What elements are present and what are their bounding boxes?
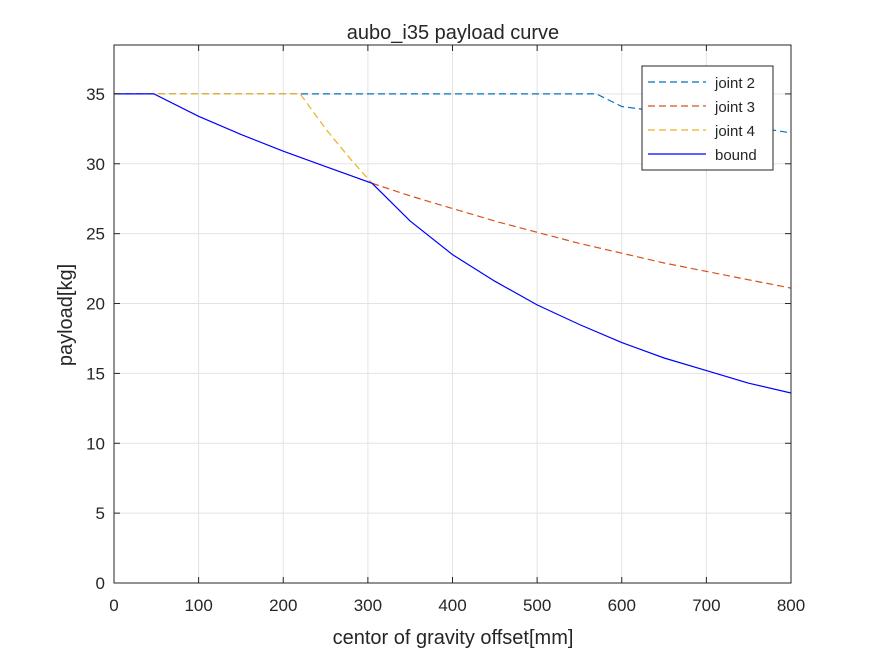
legend-box: [641, 65, 774, 171]
x-tick-label: 800: [777, 596, 805, 615]
y-tick-label: 25: [86, 225, 105, 244]
x-tick-label: 600: [608, 596, 636, 615]
x-tick-label: 400: [438, 596, 466, 615]
legend-entry-label: joint 2: [714, 75, 755, 92]
y-axis-label: payload[kg]: [55, 264, 77, 366]
y-tick-label: 30: [86, 155, 105, 174]
y-tick-label: 35: [86, 85, 105, 104]
y-tick-label: 20: [86, 295, 105, 314]
legend-entry-label: bound: [715, 147, 757, 164]
x-tick-label: 0: [109, 596, 118, 615]
y-tick-label: 5: [96, 504, 105, 523]
series-line-bound: [114, 93, 791, 394]
legend-entry-label: joint 4: [714, 123, 755, 140]
x-tick-label: 500: [523, 596, 551, 615]
y-tick-label: 0: [96, 574, 105, 593]
legend-entry-label: joint 3: [714, 99, 755, 116]
x-axis-label: centor of gravity offset[mm]: [333, 627, 574, 649]
chart-title: aubo_i35 payload curve: [347, 22, 559, 44]
legend: joint 2 joint 3 joint 4 bound: [641, 65, 774, 171]
y-tick-label: 15: [86, 364, 105, 383]
series-line-joint-3: [371, 182, 791, 289]
x-tick-label: 300: [354, 596, 382, 615]
series-line-joint-4: [114, 93, 373, 184]
x-tick-label: 100: [184, 596, 212, 615]
x-tick-label: 700: [692, 596, 720, 615]
y-tick-label: 10: [86, 434, 105, 453]
x-tick-label: 200: [269, 596, 297, 615]
